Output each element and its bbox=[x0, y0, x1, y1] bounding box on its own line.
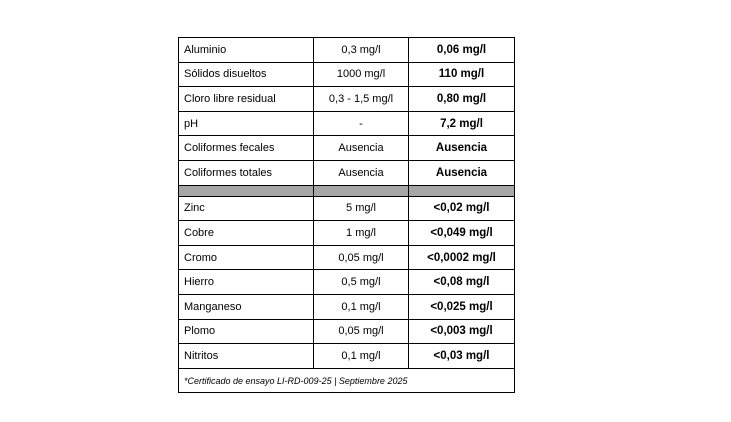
result-cell: <0,049 mg/l bbox=[408, 220, 515, 246]
table-row: Coliformes totales Ausencia Ausencia bbox=[178, 159, 515, 186]
separator-row bbox=[178, 184, 515, 197]
parameter-cell: Plomo bbox=[178, 318, 314, 345]
result-cell: <0,02 mg/l bbox=[408, 195, 515, 222]
parameter-cell: Cobre bbox=[178, 220, 314, 246]
limit-cell: 0,1 mg/l bbox=[313, 293, 409, 320]
table-row: Cromo 0,05 mg/l <0,0002 mg/l bbox=[178, 244, 515, 271]
parameter-cell: Coliformes totales bbox=[178, 159, 314, 186]
result-cell: 0,80 mg/l bbox=[408, 86, 515, 112]
parameter-cell: Cromo bbox=[178, 244, 314, 271]
result-cell: 7,2 mg/l bbox=[408, 110, 515, 137]
table-row: Hierro 0,5 mg/l <0,08 mg/l bbox=[178, 269, 515, 295]
parameter-cell: Sólidos disueltos bbox=[178, 61, 314, 88]
limit-cell: 1000 mg/l bbox=[313, 61, 409, 88]
table-row: Cloro libre residual 0,3 - 1,5 mg/l 0,80 m… bbox=[178, 86, 515, 112]
table-row: Coliformes fecales Ausencia Ausencia bbox=[178, 135, 515, 161]
table-row: Manganeso 0,1 mg/l <0,025 mg/l bbox=[178, 293, 515, 320]
parameter-cell: Zinc bbox=[178, 195, 314, 222]
limit-cell: Ausencia bbox=[313, 159, 409, 186]
table-row: Sólidos disueltos 1000 mg/l 110 mg/l bbox=[178, 61, 515, 88]
result-cell: <0,08 mg/l bbox=[408, 269, 515, 295]
result-cell: Ausencia bbox=[408, 159, 515, 186]
limit-cell: 0,5 mg/l bbox=[313, 269, 409, 295]
table-row: Zinc 5 mg/l <0,02 mg/l bbox=[178, 195, 515, 222]
parameter-cell: Hierro bbox=[178, 269, 314, 295]
limit-cell: 0,1 mg/l bbox=[313, 343, 409, 369]
parameter-cell: pH bbox=[178, 110, 314, 137]
limit-cell: 5 mg/l bbox=[313, 195, 409, 222]
table-row: Plomo 0,05 mg/l <0,003 mg/l bbox=[178, 318, 515, 345]
parameter-cell: Cloro libre residual bbox=[178, 86, 314, 112]
result-cell: 110 mg/l bbox=[408, 61, 515, 88]
limit-cell: 0,05 mg/l bbox=[313, 318, 409, 345]
water-quality-table: Aluminio 0,3 mg/l 0,06 mg/l Sólidos disuelt… bbox=[178, 37, 515, 394]
result-cell: <0,025 mg/l bbox=[408, 293, 515, 320]
parameter-cell: Aluminio bbox=[178, 37, 314, 63]
result-cell: 0,06 mg/l bbox=[408, 37, 515, 63]
parameter-cell: Nitritos bbox=[178, 343, 314, 369]
result-cell: <0,03 mg/l bbox=[408, 343, 515, 369]
table-row: Aluminio 0,3 mg/l 0,06 mg/l bbox=[178, 37, 515, 63]
result-cell: <0,003 mg/l bbox=[408, 318, 515, 345]
parameter-cell: Coliformes fecales bbox=[178, 135, 314, 161]
result-cell: <0,0002 mg/l bbox=[408, 244, 515, 271]
limit-cell: 0,05 mg/l bbox=[313, 244, 409, 271]
limit-cell: - bbox=[313, 110, 409, 137]
limit-cell: 0,3 - 1,5 mg/l bbox=[313, 86, 409, 112]
result-cell: Ausencia bbox=[408, 135, 515, 161]
separator-cell bbox=[178, 184, 314, 197]
table-row: pH -7,2 mg/l bbox=[178, 110, 515, 137]
separator-cell bbox=[408, 184, 515, 197]
table-body: Aluminio 0,3 mg/l 0,06 mg/l Sólidos disuelt… bbox=[178, 37, 515, 369]
table-row: Nitritos 0,1 mg/l <0,03 mg/l bbox=[178, 343, 515, 369]
limit-cell: 0,3 mg/l bbox=[313, 37, 409, 63]
footer-row: *Certificado de ensayo LI-RD-009-25 | Se… bbox=[178, 367, 515, 394]
limit-cell: 1 mg/l bbox=[313, 220, 409, 246]
parameter-cell: Manganeso bbox=[178, 293, 314, 320]
table-row: Cobre 1 mg/l <0,049 mg/l bbox=[178, 220, 515, 246]
certificate-note: *Certificado de ensayo LI-RD-009-25 | Se… bbox=[178, 367, 515, 394]
separator-cell bbox=[313, 184, 409, 197]
limit-cell: Ausencia bbox=[313, 135, 409, 161]
